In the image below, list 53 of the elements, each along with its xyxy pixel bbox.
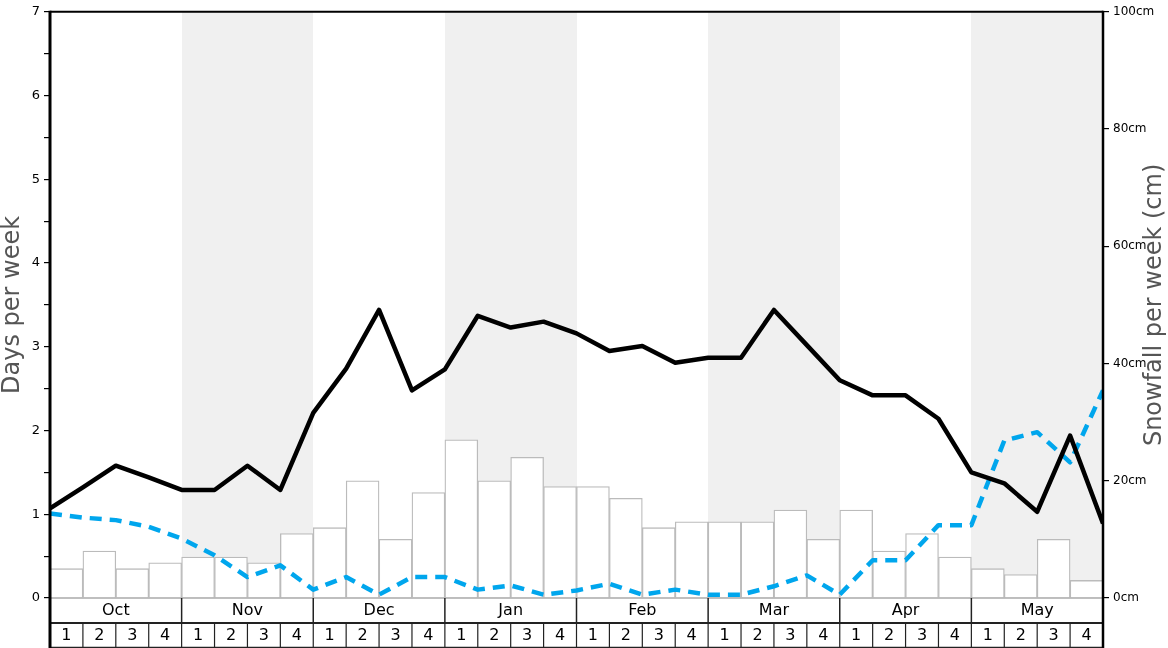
y-axis-title: Days per week bbox=[0, 215, 26, 394]
x-tick-label: 4 bbox=[818, 624, 829, 644]
text: Jan bbox=[497, 600, 524, 620]
x-tick-label: 1 bbox=[851, 624, 862, 644]
x-tick-label: 1 bbox=[324, 624, 335, 644]
text: Feb bbox=[628, 600, 657, 620]
x-tick-label: 1 bbox=[982, 624, 993, 644]
text: Oct bbox=[101, 600, 130, 620]
text: May bbox=[1020, 600, 1054, 620]
x-tick-label: 3 bbox=[785, 624, 796, 644]
y2-tick-label: 100cm bbox=[1113, 3, 1155, 18]
x-tick-label: 1 bbox=[587, 624, 599, 644]
x-tick-label: 2 bbox=[94, 624, 105, 644]
x-tick-label: 3 bbox=[127, 624, 138, 644]
y-tick-label: 0 bbox=[31, 589, 40, 605]
x-tick-label: 4 bbox=[423, 624, 434, 644]
y-tick-label: 5 bbox=[31, 170, 40, 186]
y-tick-label: 1 bbox=[31, 505, 40, 521]
text: Dec bbox=[363, 600, 395, 620]
x-tick-label: 2 bbox=[489, 624, 500, 644]
x-tick-label: 2 bbox=[225, 624, 237, 644]
y2-tick-label: 0cm bbox=[1113, 590, 1139, 605]
x-tick-label: 3 bbox=[522, 624, 533, 644]
x-tick-label: 4 bbox=[949, 624, 961, 644]
y2-tick-label: 80cm bbox=[1113, 121, 1147, 136]
x-tick-label: 4 bbox=[686, 624, 697, 644]
y-tick-label: 4 bbox=[31, 254, 40, 270]
y-tick-label: 3 bbox=[31, 338, 40, 354]
x-tick-label: 2 bbox=[620, 624, 631, 644]
text: Mar bbox=[758, 600, 790, 620]
x-tick-label: 2 bbox=[752, 624, 763, 644]
x-tick-label: 4 bbox=[291, 624, 302, 644]
x-tick-label: 1 bbox=[192, 624, 204, 644]
x-tick-label: 3 bbox=[390, 624, 401, 644]
x-tick-label: 1 bbox=[456, 624, 467, 644]
y-tick-label: 2 bbox=[31, 421, 40, 437]
x-tick-label: 1 bbox=[719, 624, 730, 644]
x-tick-label: 4 bbox=[160, 624, 171, 644]
y-tick-label: 6 bbox=[31, 86, 40, 102]
x-tick-label: 2 bbox=[884, 624, 895, 644]
x-tick-label: 3 bbox=[916, 624, 928, 644]
x-tick-label: 4 bbox=[554, 624, 566, 644]
y2-tick-label: 20cm bbox=[1113, 472, 1147, 487]
x-tick-label: 3 bbox=[653, 624, 664, 644]
x-tick-label: 4 bbox=[1081, 624, 1092, 644]
x-tick-label: 1 bbox=[61, 624, 72, 644]
text: Apr bbox=[891, 600, 920, 620]
x-tick-label: 2 bbox=[1015, 624, 1026, 644]
text: Nov bbox=[231, 600, 264, 620]
x-tick-label: 2 bbox=[357, 624, 368, 644]
y-tick-label: 7 bbox=[31, 3, 40, 19]
x-tick-label: 3 bbox=[258, 624, 269, 644]
x-tick-label: 3 bbox=[1048, 624, 1059, 644]
